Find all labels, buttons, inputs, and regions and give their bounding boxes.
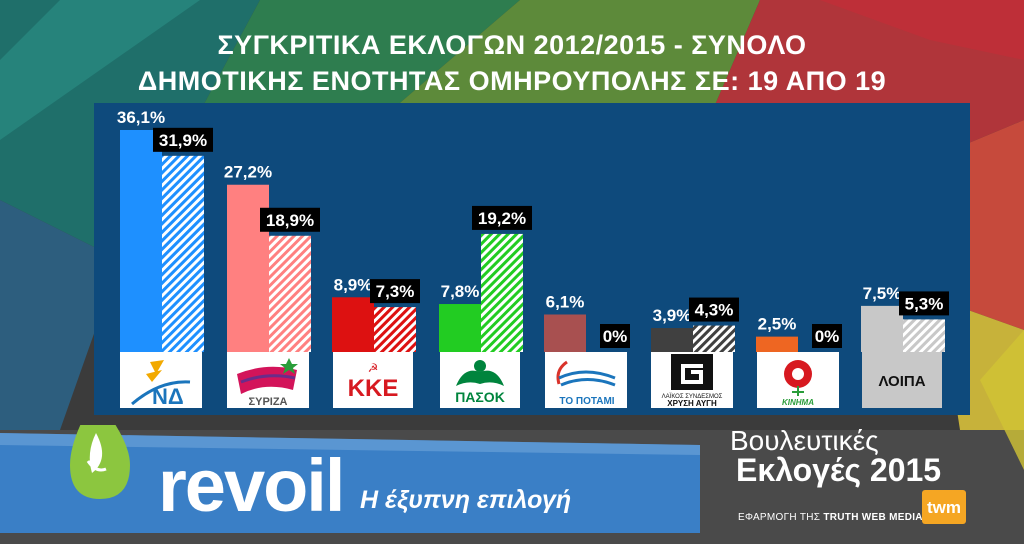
bar-2015-5: [693, 325, 735, 352]
bar-2015-3: [481, 233, 523, 352]
bar-2012-7: [861, 305, 903, 352]
logo-pasok: ΠΑΣΟΚ: [440, 352, 520, 408]
app-credit: ΕΦΑΡΜΟΓΗ ΤΗΣ TRUTH WEB MEDIA: [738, 512, 923, 523]
logo-potami-text: ΤΟ ΠΟΤΑΜΙ: [559, 396, 614, 407]
data-label-2015-1: 18,9%: [266, 211, 314, 230]
data-label-box-2015-3: [472, 205, 532, 230]
data-label-2012-1: 27,2%: [224, 163, 272, 182]
data-label-2015-6: 0%: [815, 327, 840, 346]
logo-xa-text-1: ΛΑΪΚΟΣ ΣΥΝΔΕΣΜΟΣ: [662, 393, 723, 400]
logo-syriza-text: ΣΥΡΙΖΑ: [249, 396, 288, 408]
hammer-sickle-icon: ☭: [368, 361, 379, 375]
logo-loipa-text: ΛΟΙΠΑ: [878, 373, 925, 390]
revoil-logo-text: revoil: [158, 444, 345, 527]
advert-band: [0, 425, 700, 533]
data-label-2015-2: 7,3%: [376, 282, 415, 301]
data-label-2012-7: 7,5%: [863, 284, 902, 303]
logo-nd: ΝΔ: [120, 352, 202, 408]
data-label-2015-5: 4,3%: [695, 301, 734, 320]
logo-kke-text: ΚΚΕ: [348, 375, 399, 402]
data-label-box-2015-0: [153, 127, 213, 152]
logo-xa: ΛΑΪΚΟΣ ΣΥΝΔΕΣΜΟΣ ΧΡΥΣΗ ΑΥΓΗ: [651, 352, 733, 408]
bar-2015-7: [903, 319, 945, 352]
chart-title-line-2: ΔΗΜΟΤΙΚΗΣ ΕΝΟΤΗΤΑΣ ΟΜΗΡΟΥΠΟΛΗΣ ΣΕ: 19 ΑΠ…: [137, 66, 887, 96]
data-label-box-2015-4: [600, 324, 630, 348]
logo-syriza: ΣΥΡΙΖΑ: [227, 352, 309, 408]
logo-loipa: ΛΟΙΠΑ: [862, 352, 942, 408]
logo-kke: ΚΚΕ ☭: [333, 352, 413, 408]
app-credit-name: TRUTH WEB MEDIA: [823, 512, 923, 523]
bar-2015-2: [374, 307, 416, 352]
logo-xa-text-2: ΧΡΥΣΗ ΑΥΓΗ: [667, 399, 717, 408]
data-label-2015-4: 0%: [603, 327, 628, 346]
bars-layer: 36,1% 31,9% 27,2% 18,9% 8,9% 7,3% 7,8% 19,2% 6,1…: [117, 108, 949, 352]
logo-pasok-text: ΠΑΣΟΚ: [455, 389, 505, 405]
bar-2012-0: [120, 130, 162, 352]
logo-kinima: ΚΙΝΗΜΑ: [757, 352, 839, 408]
twm-logo-text: twm: [927, 498, 961, 517]
logo-potami: ΤΟ ΠΟΤΑΜΙ: [545, 352, 627, 408]
data-label-2015-0: 31,9%: [159, 131, 207, 150]
app-credit-prefix: ΕΦΑΡΜΟΓΗ ΤΗΣ: [738, 512, 821, 523]
data-label-box-2015-5: [689, 297, 739, 322]
bar-2012-5: [651, 328, 693, 352]
elections-title-line-2: Εκλογές 2015: [736, 452, 942, 488]
bar-2012-3: [439, 304, 481, 352]
data-label-box-2015-1: [260, 207, 320, 232]
bar-2012-4: [544, 314, 586, 352]
data-label-2012-4: 6,1%: [546, 292, 585, 311]
logo-kinima-text: ΚΙΝΗΜΑ: [782, 398, 814, 407]
bar-2015-0: [162, 155, 204, 352]
elections-title-line-1: Βουλευτικές: [730, 425, 879, 456]
bar-2015-1: [269, 235, 311, 352]
chart-title-line-1: ΣΥΓΚΡΙΤΙΚΑ ΕΚΛΟΓΩΝ 2012/2015 - ΣΥΝΟΛΟ: [217, 30, 807, 60]
data-label-2012-2: 8,9%: [334, 275, 373, 294]
revoil-slogan: Η έξυπνη επιλογή: [360, 486, 572, 514]
data-label-box-2015-2: [370, 279, 420, 304]
twm-logo: twm: [922, 490, 966, 524]
bar-2012-6: [756, 336, 798, 352]
logo-nd-text: ΝΔ: [152, 384, 184, 408]
data-label-2015-3: 19,2%: [478, 209, 526, 228]
data-label-2012-0: 36,1%: [117, 108, 165, 127]
data-label-2012-6: 2,5%: [758, 315, 797, 334]
bar-2012-2: [332, 297, 374, 352]
data-label-2015-7: 5,3%: [905, 294, 944, 313]
data-label-2012-5: 3,9%: [653, 306, 692, 325]
data-label-2012-3: 7,8%: [441, 282, 480, 301]
data-label-box-2015-7: [899, 291, 949, 316]
data-label-box-2015-6: [812, 324, 842, 348]
